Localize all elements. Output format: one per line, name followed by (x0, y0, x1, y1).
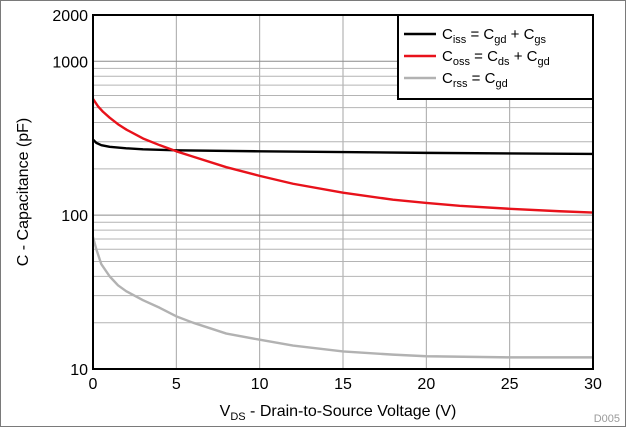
y-tick-label: 10 (70, 362, 88, 379)
x-tick-labels: 0 5 10 15 20 25 30 (89, 376, 602, 393)
y-axis-label: C - Capacitance (pF) (15, 118, 32, 267)
y-tick-label: 100 (61, 208, 88, 225)
x-axis-label: VDS - Drain-to-Source Voltage (V) (220, 403, 457, 423)
x-tick-label: 20 (417, 376, 435, 393)
y-tick-label: 1000 (52, 54, 88, 71)
y-tick-labels: 10 100 1000 2000 (52, 8, 88, 379)
x-tick-label: 10 (251, 376, 269, 393)
x-tick-label: 25 (501, 376, 519, 393)
x-tick-label: 5 (172, 376, 181, 393)
x-tick-label: 0 (89, 376, 98, 393)
x-tick-label: 30 (584, 376, 602, 393)
figure-id-label: D005 (594, 413, 620, 425)
y-tick-label: 2000 (52, 8, 88, 25)
x-tick-label: 15 (334, 376, 352, 393)
